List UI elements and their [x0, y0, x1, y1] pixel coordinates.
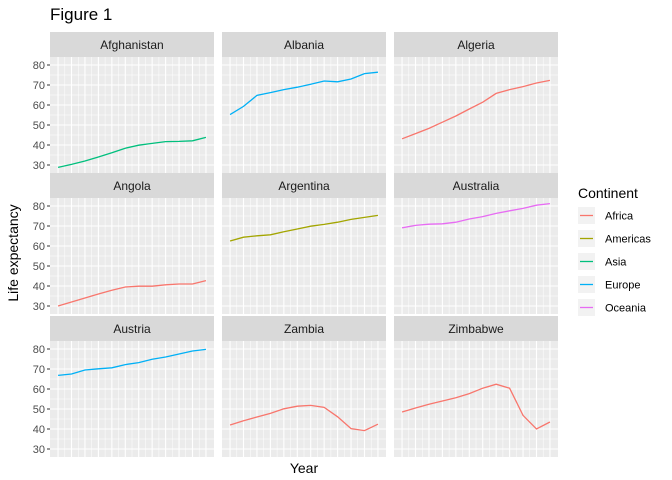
legend-item-asia: Asia — [578, 253, 627, 270]
y-tick-label: 70 — [33, 364, 45, 376]
legend-label: Europe — [605, 280, 640, 292]
strip-albania — [222, 32, 386, 57]
strip-label-algeria: Algeria — [457, 38, 495, 52]
y-tick-label: 40 — [33, 281, 45, 293]
facet-panels: Afghanistan 30 40 50 60 70 80 Albania Algeria Ang… — [33, 32, 558, 457]
strip-label-zimbabwe: Zimbabwe — [448, 322, 504, 336]
x-axis-title: Year — [290, 460, 319, 476]
y-tick-label: 50 — [33, 404, 45, 416]
y-axis-title: Life expectancy — [5, 204, 21, 301]
panel-zambia: Zambia — [222, 316, 386, 457]
panel-austria: Austria 30 40 50 60 70 80 — [33, 316, 214, 457]
legend-item-africa: Africa — [578, 207, 634, 224]
series-line-australia — [401, 202, 551, 229]
y-tick-label: 80 — [33, 60, 45, 72]
legend-label: Americas — [605, 234, 651, 246]
y-tick-label: 40 — [33, 424, 45, 436]
series-line-algeria — [401, 79, 551, 140]
strip-label-argentina: Argentina — [278, 179, 330, 193]
strip-australia — [394, 173, 558, 198]
strip-algeria — [394, 32, 558, 57]
y-tick-label: 60 — [33, 241, 45, 253]
y-tick-label: 70 — [33, 80, 45, 92]
legend-title: Continent — [578, 185, 638, 201]
strip-label-austria: Austria — [113, 322, 151, 336]
panel-zimbabwe: Zimbabwe — [394, 316, 558, 457]
series-line-austria — [58, 348, 207, 377]
series-line-zambia — [229, 404, 379, 432]
strip-zimbabwe — [394, 316, 558, 341]
legend-label: Africa — [605, 211, 634, 223]
strip-label-australia: Australia — [453, 179, 500, 193]
strip-afghanistan — [50, 32, 214, 57]
legend-label: Oceania — [605, 303, 647, 315]
panel-afghanistan: Afghanistan 30 40 50 60 70 80 — [33, 32, 214, 173]
y-tick-label: 80 — [33, 201, 45, 213]
series-line-argentina — [229, 214, 379, 242]
legend-item-europe: Europe — [578, 276, 640, 293]
y-tick-label: 30 — [33, 301, 45, 313]
series-line-zimbabwe — [401, 383, 551, 430]
strip-label-zambia: Zambia — [284, 322, 324, 336]
y-tick-label: 60 — [33, 100, 45, 112]
legend-label: Asia — [605, 257, 627, 269]
series-line-afghanistan — [57, 136, 207, 169]
strip-label-angola: Angola — [113, 179, 151, 193]
strip-zambia — [222, 316, 386, 341]
legend: Continent Africa Americas Asia Europe Oceani… — [578, 185, 651, 316]
legend-item-americas: Americas — [578, 230, 651, 247]
strip-austria — [50, 316, 214, 341]
strip-angola — [50, 173, 214, 198]
strip-label-albania: Albania — [284, 38, 324, 52]
series-line-angola — [57, 279, 207, 307]
panel-algeria: Algeria — [394, 32, 558, 173]
strip-label-afghanistan: Afghanistan — [100, 38, 163, 52]
y-tick-label: 50 — [33, 120, 45, 132]
series-line-albania — [229, 71, 378, 116]
legend-item-oceania: Oceania — [578, 299, 647, 316]
y-tick-label: 60 — [33, 384, 45, 396]
y-tick-label: 30 — [33, 160, 45, 172]
y-tick-label: 80 — [33, 344, 45, 356]
y-tick-label: 30 — [33, 444, 45, 456]
panel-albania: Albania — [222, 32, 386, 173]
chart-title: Figure 1 — [50, 5, 112, 24]
panel-argentina: Argentina — [222, 173, 386, 314]
strip-argentina — [222, 173, 386, 198]
y-tick-label: 50 — [33, 261, 45, 273]
panel-australia: Australia — [394, 173, 558, 314]
y-tick-label: 40 — [33, 140, 45, 152]
y-tick-label: 70 — [33, 221, 45, 233]
panel-angola: Angola 30 40 50 60 70 80 — [33, 173, 214, 314]
